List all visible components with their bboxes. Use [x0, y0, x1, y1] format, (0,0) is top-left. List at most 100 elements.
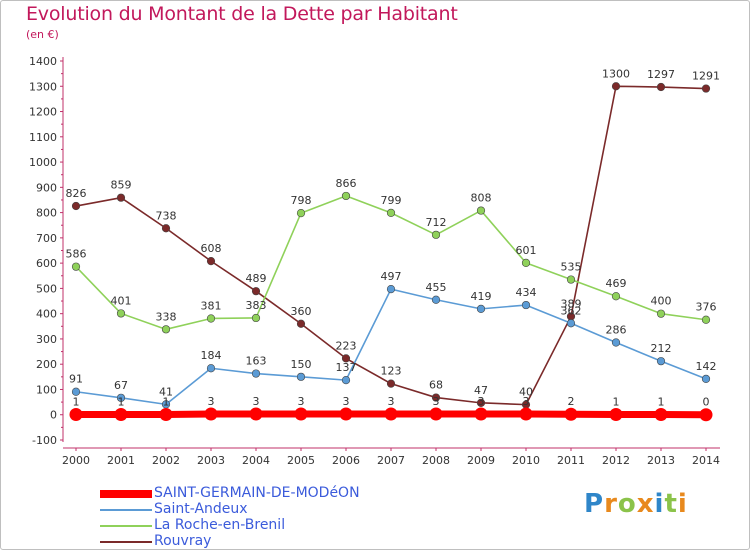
data-point: [341, 354, 351, 363]
brand-letter: x: [636, 489, 655, 519]
data-label: 47: [474, 384, 488, 397]
data-point: [116, 193, 126, 202]
data-label: 1: [118, 395, 125, 408]
data-point: [341, 191, 351, 201]
data-label: 150: [291, 358, 312, 371]
data-point: [701, 315, 711, 324]
data-label: 41: [159, 385, 173, 398]
brand-letter: P: [584, 489, 605, 519]
data-point: [431, 393, 441, 402]
data-point: [251, 287, 261, 296]
brand-letter: t: [664, 489, 678, 519]
data-label: 137: [336, 361, 357, 374]
data-label: 1297: [647, 68, 675, 81]
data-label: 0: [703, 396, 710, 409]
data-point: [206, 314, 216, 323]
legend-label: La Roche-en-Brenil: [154, 517, 286, 533]
y-tick-label: 300: [36, 333, 57, 346]
brand-letter: i: [677, 489, 688, 519]
legend-swatch: [100, 541, 152, 543]
data-point: [71, 262, 81, 271]
data-point: [116, 393, 126, 402]
y-tick-label: 700: [36, 232, 57, 245]
data-label: 434: [516, 286, 537, 299]
x-tick-label: 2009: [467, 454, 495, 467]
legend-swatch: [100, 509, 152, 511]
data-point: [206, 257, 216, 266]
data-point: [701, 84, 711, 93]
data-label: 389: [561, 297, 582, 310]
x-tick-label: 2005: [287, 454, 315, 467]
data-point: [159, 407, 173, 421]
data-point: [519, 407, 533, 421]
data-label: 91: [69, 373, 83, 386]
data-point: [386, 208, 396, 217]
y-tick-label: 0: [50, 409, 57, 422]
brand-letter: r: [604, 489, 618, 519]
data-label: 1: [73, 395, 80, 408]
data-point: [71, 387, 81, 396]
data-point: [609, 407, 623, 421]
data-label: 799: [381, 194, 402, 207]
data-point: [564, 407, 578, 421]
data-label: 376: [696, 301, 717, 314]
data-label: 826: [66, 187, 87, 200]
x-tick-label: 2013: [647, 454, 675, 467]
data-label: 3: [253, 395, 260, 408]
y-tick-label: 1300: [29, 80, 57, 93]
x-tick-label: 2012: [602, 454, 630, 467]
data-label: 3: [298, 395, 305, 408]
x-tick-label: 2000: [62, 454, 90, 467]
data-point: [429, 407, 443, 421]
data-label: 586: [66, 248, 87, 261]
data-label: 223: [336, 339, 357, 352]
data-point: [204, 407, 218, 421]
data-label: 3: [388, 395, 395, 408]
data-point: [206, 364, 216, 373]
legend-swatch: [100, 490, 152, 498]
x-tick-label: 2008: [422, 454, 450, 467]
data-label: 40: [519, 386, 533, 399]
series-line: [75, 85, 707, 406]
y-tick-label: 1000: [29, 156, 57, 169]
data-point: [431, 230, 441, 239]
data-label: 455: [426, 281, 447, 294]
data-label: 3: [433, 395, 440, 408]
data-point: [566, 319, 576, 328]
data-point: [386, 285, 396, 294]
x-tick-label: 2006: [332, 454, 360, 467]
x-tick-label: 2011: [557, 454, 585, 467]
data-label: 68: [429, 379, 443, 392]
data-label: 419: [471, 290, 492, 303]
data-point: [251, 313, 261, 323]
data-point: [521, 300, 531, 310]
data-point: [656, 309, 666, 318]
data-label: 67: [114, 379, 128, 392]
data-label: 381: [201, 299, 222, 312]
brand-letter: o: [617, 489, 637, 519]
data-label: 142: [696, 360, 717, 373]
data-point: [611, 338, 621, 347]
data-label: 866: [336, 177, 357, 190]
data-label: 401: [111, 294, 132, 307]
data-label: 489: [246, 272, 267, 285]
data-label: 212: [651, 342, 672, 355]
data-label: 608: [201, 242, 222, 255]
data-point: [476, 398, 486, 407]
data-label: 712: [426, 216, 447, 229]
data-label: 469: [606, 277, 627, 290]
data-label: 362: [561, 304, 582, 317]
y-tick-label: 100: [36, 383, 57, 396]
data-label: 1: [613, 395, 620, 408]
x-tick-label: 2002: [152, 454, 180, 467]
data-label: 184: [201, 349, 222, 362]
y-tick-label: 1100: [29, 131, 57, 144]
data-point: [161, 224, 171, 233]
legend-label: SAINT-GERMAIN-DE-MODéON: [154, 485, 360, 501]
data-point: [296, 372, 306, 381]
y-tick-label: 900: [36, 181, 57, 194]
data-label: 497: [381, 270, 402, 283]
data-label: 535: [561, 261, 582, 274]
chart-unit: (en €): [26, 28, 59, 41]
